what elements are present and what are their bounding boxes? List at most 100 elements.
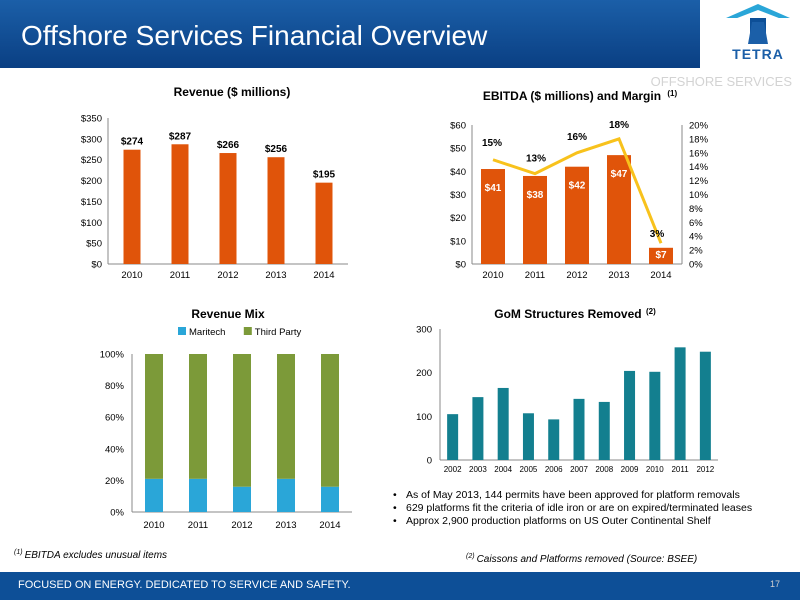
data-label: $38 [527, 190, 544, 201]
ebitda-footnote: (1) EBITDA excludes unusual items [14, 549, 167, 561]
ebitda-chart-svg: EBITDA ($ millions) and Margin (1) $0 $10… [450, 89, 709, 281]
data-label: $42 [569, 181, 586, 192]
x-tick-label: 2010 [482, 270, 503, 281]
gom-chart-title-note: (2) [646, 307, 656, 316]
margin-label: 3% [650, 229, 665, 240]
legend-swatch [178, 327, 186, 335]
ebitda-bar [607, 155, 631, 264]
x-tick-label: 2010 [121, 270, 142, 281]
revenue-mix-chart-svg: Revenue Mix Maritech Third Party 0% 20% 40% 6… [100, 307, 352, 531]
y-tick-label: 60% [105, 413, 125, 424]
legend-swatch [243, 327, 252, 335]
ebitda-chart-title-note: (1) [667, 89, 677, 98]
y-tick-label: 20% [105, 476, 125, 487]
maritech-bar [321, 486, 339, 512]
x-tick-label: 2014 [650, 270, 671, 281]
gom-chart-svg: GoM Structures Removed (2) 0 100 200 300 200… [416, 307, 718, 474]
third-party-bar [321, 354, 339, 487]
structures-bar [472, 397, 484, 460]
revenue-mix-chart-title: Revenue Mix [191, 307, 265, 321]
x-tick-label: 2006 [545, 465, 563, 474]
x-tick-label: 2012 [217, 270, 238, 281]
y2-tick-label: 6% [689, 218, 703, 229]
y-tick-label: $40 [450, 167, 466, 178]
y-tick-label: $50 [450, 144, 466, 155]
revenue-bar [219, 153, 237, 264]
y-tick-label: $0 [455, 260, 466, 271]
revenue-bar [315, 182, 333, 264]
data-label: $47 [611, 169, 628, 180]
revenue-bar [171, 144, 189, 264]
y2-tick-label: 8% [689, 204, 703, 215]
third-party-bar [145, 354, 163, 479]
tetra-logo: TETRA [718, 4, 798, 66]
ebitda-bar [523, 175, 547, 264]
legend-entry: Maritech [189, 327, 225, 338]
revenue-chart: Revenue ($ millions) $0 $50 $100 $150 $200 $2… [60, 78, 360, 288]
x-tick-label: 2013 [265, 270, 286, 281]
y-tick-label: $200 [81, 176, 102, 187]
y-tick-label: $250 [81, 155, 102, 166]
x-tick-label: 2010 [646, 465, 664, 474]
legend-entry: Third Party [255, 327, 302, 338]
section-label: OFFSHORE SERVICES [650, 74, 792, 89]
x-tick-label: 2012 [566, 270, 587, 281]
x-tick-label: 2014 [319, 520, 340, 531]
maritech-bar [145, 478, 163, 512]
revenue-bar [123, 149, 141, 264]
maritech-bar [277, 478, 295, 512]
margin-label: 18% [609, 120, 629, 131]
y-tick-label: 300 [416, 325, 432, 336]
ebitda-footnote-text: EBITDA excludes unusual items [24, 550, 168, 561]
y-tick-label: 100 [416, 412, 432, 423]
y2-tick-label: 18% [689, 134, 709, 145]
y2-tick-label: 16% [689, 148, 709, 159]
y-tick-label: $60 [450, 121, 466, 132]
maritech-bar [189, 478, 207, 512]
y-tick-label: 0% [110, 508, 124, 519]
structures-bar [573, 398, 585, 460]
svg-text:EBITDA ($ millions) and Margin: EBITDA ($ millions) and Margin (1) [483, 89, 678, 103]
ebitda-chart: EBITDA ($ millions) and Margin (1) $0 $10… [430, 78, 780, 288]
notes-list: As of May 2013, 144 permits have been ap… [392, 489, 792, 528]
data-label: $7 [655, 250, 667, 261]
y2-tick-label: 2% [689, 246, 703, 257]
gom-chart-title: GoM Structures Removed [494, 307, 641, 321]
x-tick-label: 2013 [275, 520, 296, 531]
third-party-bar [233, 354, 251, 487]
ebitda-bar [565, 166, 589, 264]
data-label: $266 [217, 140, 240, 151]
y-tick-label: 40% [105, 444, 125, 455]
x-tick-label: 2011 [671, 465, 689, 474]
x-tick-label: 2012 [696, 465, 714, 474]
caissons-footnote-text: Caissons and Platforms removed (Source: … [476, 554, 698, 565]
y2-tick-label: 20% [689, 121, 709, 132]
y2-tick-label: 4% [689, 232, 703, 243]
structures-bar [649, 371, 661, 460]
page-title: Offshore Services Financial Overview [21, 20, 488, 51]
note-item: 629 platforms fit the criteria of idle i… [392, 502, 792, 515]
structures-bar [699, 351, 711, 460]
x-tick-label: 2011 [188, 520, 208, 531]
maritech-bar [233, 486, 251, 512]
y-tick-label: $10 [450, 236, 466, 247]
y-tick-label: $150 [81, 197, 102, 208]
ebitda-footnote-mark: (1) [14, 549, 23, 556]
y2-tick-label: 10% [689, 190, 709, 201]
x-tick-label: 2012 [231, 520, 252, 531]
logo-text: TETRA [732, 46, 784, 62]
y2-tick-label: 0% [689, 260, 703, 271]
y-tick-label: $350 [81, 114, 102, 125]
structures-bar [447, 414, 459, 460]
y2-tick-label: 12% [689, 176, 709, 187]
ebitda-bar [481, 169, 505, 264]
revenue-chart-svg: Revenue ($ millions) $0 $50 $100 $150 $200 $2… [81, 85, 348, 281]
note-item: As of May 2013, 144 permits have been ap… [392, 489, 792, 502]
data-label: $287 [169, 131, 192, 142]
x-tick-label: 2004 [494, 465, 512, 474]
revenue-mix-chart: Revenue Mix Maritech Third Party 0% 20% 40% 6… [60, 300, 380, 540]
margin-label: 13% [526, 154, 546, 165]
x-tick-label: 2011 [525, 270, 545, 281]
structures-bar [522, 413, 534, 460]
y-tick-label: $30 [450, 190, 466, 201]
